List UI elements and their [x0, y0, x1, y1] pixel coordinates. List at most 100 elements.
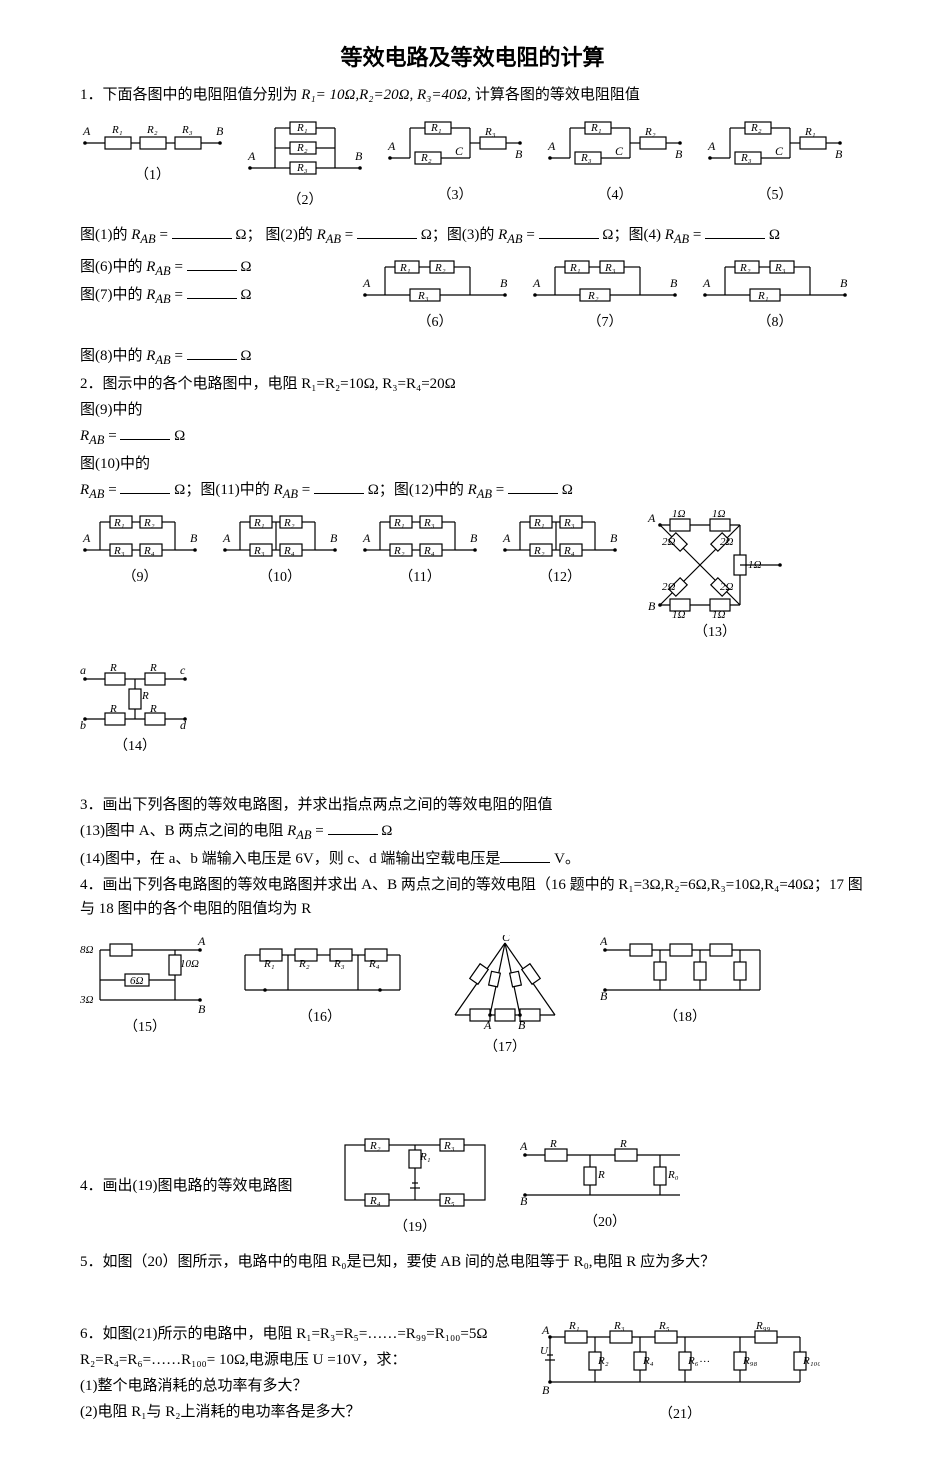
- t: (13)图中 A、B 两点之间的电阻: [80, 823, 287, 839]
- fig-row-9-14: A B R₁ R₂ R₃ R₄ （9） A B R₁ R₂ R₃: [80, 510, 865, 759]
- label-r2: R₂: [296, 142, 308, 154]
- label-r3: R₃: [113, 545, 125, 557]
- fig-16-label: （16）: [299, 1007, 341, 1029]
- q4a-prompt: 4．画出下列各电路图的等效电路图并求出 A、B 两点之间的等效电阻（16 题中的…: [80, 873, 865, 921]
- fig-4: A B C R₁ R₃ R₂ （4）: [545, 113, 685, 207]
- node-c: C: [775, 144, 784, 158]
- t: 图(1)的: [80, 227, 131, 243]
- label-r1: R₁: [568, 1322, 580, 1332]
- node-c: C: [615, 144, 624, 158]
- fig-8: A B R₂ R₃ R₁ （8）: [700, 255, 850, 334]
- r: R: [549, 1140, 557, 1150]
- label-r1: R₁: [804, 126, 816, 138]
- label-r1: R₁: [263, 958, 275, 970]
- q2-l10a: 图(10)中的: [80, 452, 865, 476]
- l2o: 2Ω: [662, 536, 676, 548]
- node-a: A: [197, 935, 206, 948]
- t: 图(7)中的: [80, 287, 146, 303]
- fig-7: A B R₁ R₃ R₂ （7）: [530, 255, 680, 334]
- q1-line6: 图(6)中的 RAB = Ω: [80, 255, 340, 281]
- node-a: A: [707, 139, 716, 153]
- circuit-2: A B R₁ R₂ R₃: [245, 113, 365, 188]
- label-r6: R₆: [687, 1355, 699, 1367]
- circuit-14: a b c d R R R R R: [80, 664, 190, 734]
- node-a: a: [80, 664, 86, 677]
- node-a: A: [520, 1140, 528, 1153]
- t: Ω；图(4): [602, 227, 661, 243]
- label-r3: R₃: [604, 262, 616, 274]
- label-r2: R₂: [587, 290, 599, 302]
- label-r2: R₂: [597, 1355, 609, 1367]
- node-b: B: [840, 276, 848, 290]
- fig-11-label: （11）: [399, 567, 440, 589]
- node-a: A: [483, 1018, 492, 1032]
- r: R: [149, 664, 157, 674]
- q5-prompt: 5．如图（20）图所示，电路中的电阻 R₀是已知，要使 AB 间的总电阻等于 R…: [80, 1250, 865, 1274]
- rab: R: [468, 482, 477, 498]
- label-r4: R₄: [423, 545, 435, 557]
- ellipsis: …: [700, 1353, 710, 1365]
- label-r1: R₁: [111, 124, 123, 136]
- row-q6: 6．如图(21)所示的电路中，电阻 R₁=R₃=R₅=……=R₉₉=R₁₀₀=5…: [80, 1322, 865, 1426]
- blank: [187, 255, 237, 271]
- fig-19: R₂ R₃ R₄ R₅ R₁ （19）: [330, 1135, 500, 1239]
- rab-sub: AB: [155, 292, 170, 306]
- node-a: A: [600, 935, 608, 948]
- rab-sub: AB: [155, 264, 170, 278]
- fig-2: A B R₁ R₂ R₃ （2）: [245, 113, 365, 212]
- t: 图(6)中的: [80, 259, 146, 275]
- label-r2: R₂: [644, 126, 656, 138]
- fig-5-label: （5）: [758, 185, 793, 207]
- q6-l4: (2)电阻 R₁与 R₂上消耗的电功率各是多大？: [80, 1400, 520, 1424]
- node-a: A: [362, 276, 371, 290]
- blank: [357, 223, 417, 239]
- label-r4: R₄: [368, 958, 380, 970]
- node-b: B: [648, 599, 656, 613]
- label-r1: R₁: [113, 517, 125, 529]
- circuit-13: A B 1Ω 1Ω 1Ω 1Ω 1Ω 2Ω 2Ω 2Ω 2Ω: [640, 510, 790, 620]
- circuit-18: A B: [600, 935, 770, 1005]
- q6-l3: (1)整个电路消耗的总功率有多大？: [80, 1374, 520, 1398]
- t: Ω: [562, 482, 573, 498]
- node-a: A: [547, 139, 556, 153]
- t: 图(8)中的: [80, 348, 146, 364]
- q1-left-col: 图(6)中的 RAB = Ω 图(7)中的 RAB = Ω: [80, 255, 340, 311]
- eq: =: [315, 823, 327, 839]
- fig-2-label: （2）: [288, 190, 323, 212]
- label-r1: R₁: [296, 122, 308, 134]
- r: R: [619, 1140, 627, 1150]
- q1-prompt: 1．下面各图中的电阻阻值分别为 R₁= 10Ω,R₂=20Ω, R₃=40Ω, …: [80, 83, 865, 107]
- t: Ω；图(11)中的: [174, 482, 273, 498]
- label-u: U: [540, 1345, 549, 1357]
- fig-6: A B R₁ R₂ R₃ （6）: [360, 255, 510, 334]
- row-6-8: 图(6)中的 RAB = Ω 图(7)中的 RAB = Ω A: [80, 255, 865, 334]
- node-b: b: [80, 718, 86, 732]
- node-c: c: [180, 664, 186, 677]
- q6-text: 6．如图(21)所示的电路中，电阻 R₁=R₃=R₅=……=R₉₉=R₁₀₀=5…: [80, 1322, 520, 1426]
- label-r2: R₂: [739, 262, 751, 274]
- fig-3: A B C R₁ R₂ R₃ （3）: [385, 113, 525, 207]
- label-r3: R₃: [333, 958, 345, 970]
- rab: R: [80, 482, 89, 498]
- label-r3: R₃: [740, 152, 752, 164]
- eq: =: [108, 482, 120, 498]
- circuit-1: A B R₁ R₂ R₃: [80, 113, 225, 163]
- rab: R: [665, 227, 674, 243]
- q1-answers-line1: 图(1)的 RAB = Ω； 图(2)的 RAB = Ω；图(3)的 RAB =…: [80, 223, 865, 249]
- blank: [539, 223, 599, 239]
- eq: =: [174, 287, 186, 303]
- node-b: B: [470, 531, 478, 545]
- eq: =: [496, 482, 508, 498]
- eq: =: [159, 227, 171, 243]
- q2-l11: RAB = Ω；图(11)中的 RAB = Ω；图(12)中的 RAB = Ω: [80, 478, 865, 504]
- label-r1: R₁: [590, 122, 602, 134]
- label-r2: R₂: [283, 517, 295, 529]
- label-r3: R₃: [443, 1140, 455, 1152]
- label-r1: R₁: [419, 1151, 431, 1163]
- blank: [120, 424, 170, 440]
- circuit-7: A B R₁ R₃ R₂: [530, 255, 680, 310]
- label-r5: R₅: [658, 1322, 670, 1332]
- l10o: 10Ω: [180, 958, 199, 970]
- label-r2: R₂: [393, 545, 405, 557]
- label-r3: R₃: [296, 162, 308, 174]
